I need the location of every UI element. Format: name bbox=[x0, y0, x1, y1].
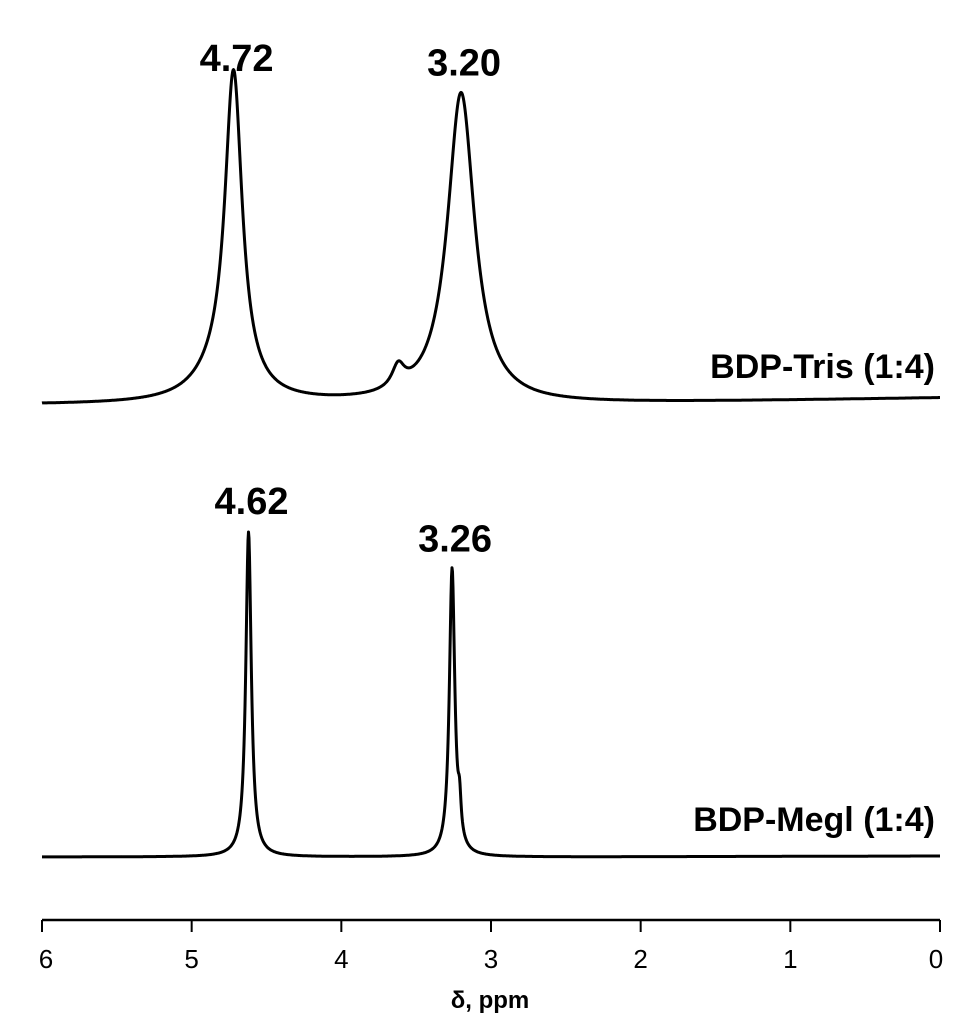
trace-label-tris: BDP-Tris (1:4) bbox=[710, 348, 935, 386]
x-tick-label-6: 6 bbox=[39, 944, 53, 974]
x-tick-label-2: 2 bbox=[633, 944, 647, 974]
trace-tris bbox=[41, 68, 941, 405]
peak-label-3-20: 3.20 bbox=[427, 43, 501, 85]
x-tick-label-3: 3 bbox=[484, 944, 498, 974]
x-axis-ticks: 6 5 4 3 2 1 0 bbox=[39, 920, 943, 974]
trace-label-megl: BDP-Megl (1:4) bbox=[693, 801, 935, 839]
x-tick-label-0: 0 bbox=[929, 944, 943, 974]
x-tick-label-1: 1 bbox=[783, 944, 797, 974]
peak-labels-group: 4.72 3.20 4.62 3.26 bbox=[200, 38, 501, 560]
x-tick-label-4: 4 bbox=[334, 944, 348, 974]
peak-label-4-62: 4.62 bbox=[215, 481, 289, 523]
peak-label-3-26: 3.26 bbox=[418, 518, 492, 560]
x-tick-label-5: 5 bbox=[184, 944, 198, 974]
trace-megl bbox=[41, 530, 941, 859]
traces-group bbox=[41, 68, 941, 859]
x-axis-title: δ, ppm bbox=[451, 987, 530, 1014]
peak-label-4-72: 4.72 bbox=[200, 38, 274, 80]
